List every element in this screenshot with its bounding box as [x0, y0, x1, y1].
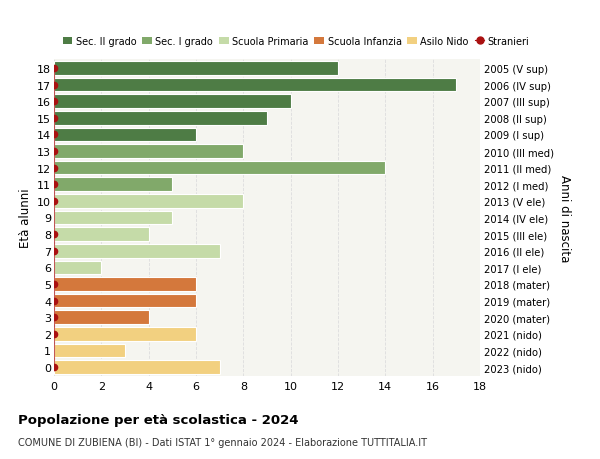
- Bar: [54, 211, 172, 225]
- Bar: [54, 195, 244, 208]
- Text: COMUNE DI ZUBIENA (BI) - Dati ISTAT 1° gennaio 2024 - Elaborazione TUTTITALIA.IT: COMUNE DI ZUBIENA (BI) - Dati ISTAT 1° g…: [18, 437, 427, 447]
- Bar: [54, 178, 172, 192]
- Bar: [54, 327, 196, 341]
- Y-axis label: Età alunni: Età alunni: [19, 188, 32, 248]
- Bar: [54, 112, 267, 125]
- Text: Popolazione per età scolastica - 2024: Popolazione per età scolastica - 2024: [18, 413, 299, 426]
- Bar: [54, 278, 196, 291]
- Bar: [54, 162, 385, 175]
- Bar: [54, 228, 149, 241]
- Y-axis label: Anni di nascita: Anni di nascita: [558, 174, 571, 262]
- Bar: [54, 344, 125, 358]
- Bar: [54, 62, 338, 76]
- Bar: [54, 311, 149, 325]
- Bar: [54, 244, 220, 258]
- Bar: [54, 294, 196, 308]
- Bar: [54, 95, 290, 109]
- Bar: [54, 145, 244, 158]
- Legend: Sec. II grado, Sec. I grado, Scuola Primaria, Scuola Infanzia, Asilo Nido, Stran: Sec. II grado, Sec. I grado, Scuola Prim…: [59, 33, 533, 50]
- Bar: [54, 261, 101, 274]
- Bar: [54, 129, 196, 142]
- Bar: [54, 360, 220, 374]
- Bar: [54, 78, 457, 92]
